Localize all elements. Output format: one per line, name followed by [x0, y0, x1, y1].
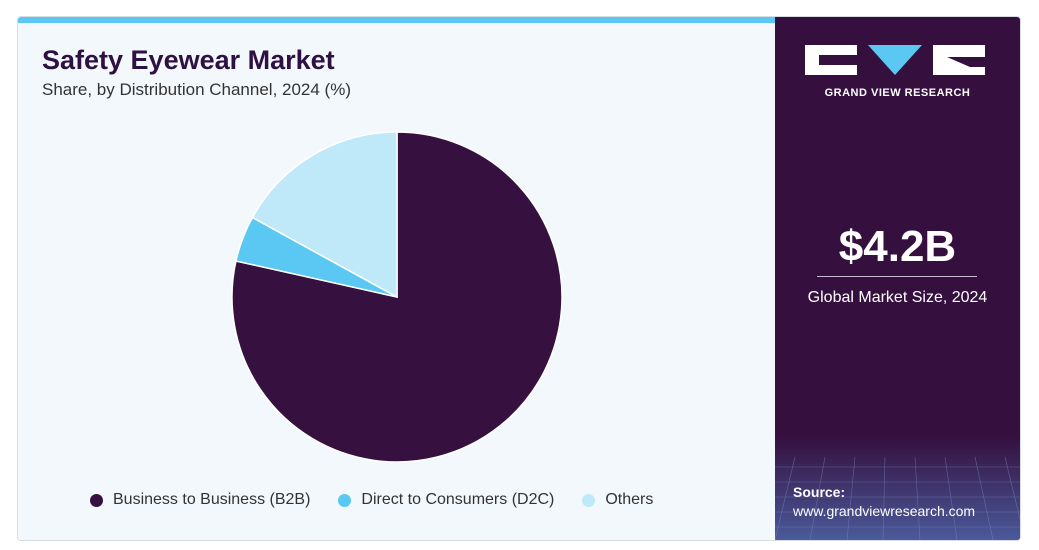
source-label: Source:	[793, 484, 846, 500]
chart-panel: Safety Eyewear Market Share, by Distribu…	[18, 17, 775, 540]
legend-swatch-icon	[582, 493, 596, 507]
legend-label: Others	[605, 491, 654, 508]
source-url[interactable]: www.grandviewresearch.com	[793, 503, 976, 519]
brand-name: GRAND VIEW RESEARCH	[824, 87, 971, 99]
gvr-logo-icon	[805, 45, 985, 75]
legend-item: Business to Business (B2B)	[90, 491, 310, 509]
chart-legend: Business to Business (B2B) Direct to Cons…	[90, 491, 681, 509]
grid-decoration-icon	[775, 437, 1020, 540]
market-size-value: $4.2B	[838, 222, 957, 271]
chart-title: Safety Eyewear Market	[42, 45, 335, 75]
legend-swatch-icon	[338, 493, 352, 507]
accent-bar	[18, 17, 775, 23]
legend-label: Direct to Consumers (D2C)	[361, 491, 555, 508]
legend-swatch-icon	[90, 493, 103, 507]
divider	[817, 276, 977, 277]
market-size-label: Global Market Size, 2024	[807, 289, 988, 306]
pie-slice-3	[251, 131, 398, 299]
legend-item: Others	[582, 491, 653, 509]
chart-card: Safety Eyewear Market Share, by Distribu…	[17, 16, 1021, 541]
chart-subtitle: Share, by Distribution Channel, 2024 (%)	[42, 80, 351, 99]
legend-item: Direct to Consumers (D2C)	[338, 491, 554, 509]
pie-chart	[231, 131, 563, 463]
legend-label: Business to Business (B2B)	[113, 491, 311, 508]
info-panel: GRAND VIEW RESEARCH $4.2B Global Market …	[775, 17, 1020, 540]
